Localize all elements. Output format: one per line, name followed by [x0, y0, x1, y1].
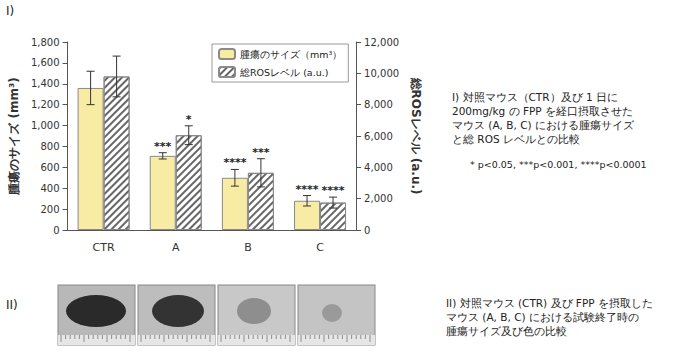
- svg-text:CTR: CTR: [93, 241, 115, 254]
- html-text:と総 ROS レベルとの比較: と総 ROS レベルとの比較: [452, 133, 580, 145]
- svg-text:600: 600: [40, 162, 59, 173]
- svg-text:1,800: 1,800: [31, 37, 60, 48]
- svg-text:800: 800: [40, 141, 59, 152]
- html-text:I) 対照マウス（CTR）及び 1 日に: I) 対照マウス（CTR）及び 1 日に: [452, 91, 618, 103]
- html-text:マウス (A, B, C) における腫瘍サイズ: マウス (A, B, C) における腫瘍サイズ: [452, 119, 634, 131]
- svg-text:4,000: 4,000: [364, 162, 393, 173]
- svg-text:総ROSレベル (a.u.): 総ROSレベル (a.u.): [409, 77, 423, 195]
- svg-text:****: ****: [296, 183, 319, 196]
- svg-text:1,400: 1,400: [31, 78, 60, 89]
- html-text:200mg/kg の FPP を経口摂取させた: 200mg/kg の FPP を経口摂取させた: [452, 105, 633, 117]
- svg-text:0: 0: [53, 225, 59, 236]
- html-text:I): I): [6, 4, 15, 18]
- svg-text:0: 0: [364, 225, 370, 236]
- html-text:マウス (A, B, C) における試験終了時の: マウス (A, B, C) における試験終了時の: [446, 311, 639, 323]
- html-text:* p<0.05, ***p<0.001, ****p<0.: * p<0.05, ***p<0.001, ****p<0.0001: [470, 159, 647, 170]
- html-text:腫瘍サイズ及び色の比較: 腫瘍サイズ及び色の比較: [446, 325, 567, 337]
- svg-text:1,000: 1,000: [31, 120, 60, 131]
- svg-text:***: ***: [252, 146, 270, 159]
- svg-text:***: ***: [154, 140, 172, 153]
- svg-text:A: A: [172, 241, 180, 254]
- svg-text:1,200: 1,200: [31, 99, 60, 110]
- svg-text:1,600: 1,600: [31, 57, 60, 68]
- svg-text:400: 400: [40, 183, 59, 194]
- html-text:II) 対照マウス (CTR) 及び FPP を摂取した: II) 対照マウス (CTR) 及び FPP を摂取した: [446, 297, 653, 309]
- svg-text:****: ****: [322, 184, 345, 197]
- svg-text:8,000: 8,000: [364, 99, 393, 110]
- svg-text:C: C: [316, 241, 324, 254]
- svg-text:6,000: 6,000: [364, 131, 393, 142]
- svg-text:*: *: [186, 113, 192, 126]
- html-text:II): II): [6, 298, 18, 312]
- svg-text:B: B: [244, 241, 252, 254]
- svg-text:****: ****: [223, 156, 246, 169]
- svg-text:総ROSレベル (a.u.): 総ROSレベル (a.u.): [239, 67, 328, 78]
- svg-text:10,000: 10,000: [364, 68, 399, 79]
- svg-text:200: 200: [40, 204, 59, 215]
- svg-text:腫瘍のサイズ（mm³）: 腫瘍のサイズ（mm³）: [240, 49, 342, 60]
- svg-text:2,000: 2,000: [364, 193, 393, 204]
- svg-text:腫瘍のサイズ (mm³): 腫瘍のサイズ (mm³): [7, 77, 21, 195]
- svg-text:12,000: 12,000: [364, 37, 399, 48]
